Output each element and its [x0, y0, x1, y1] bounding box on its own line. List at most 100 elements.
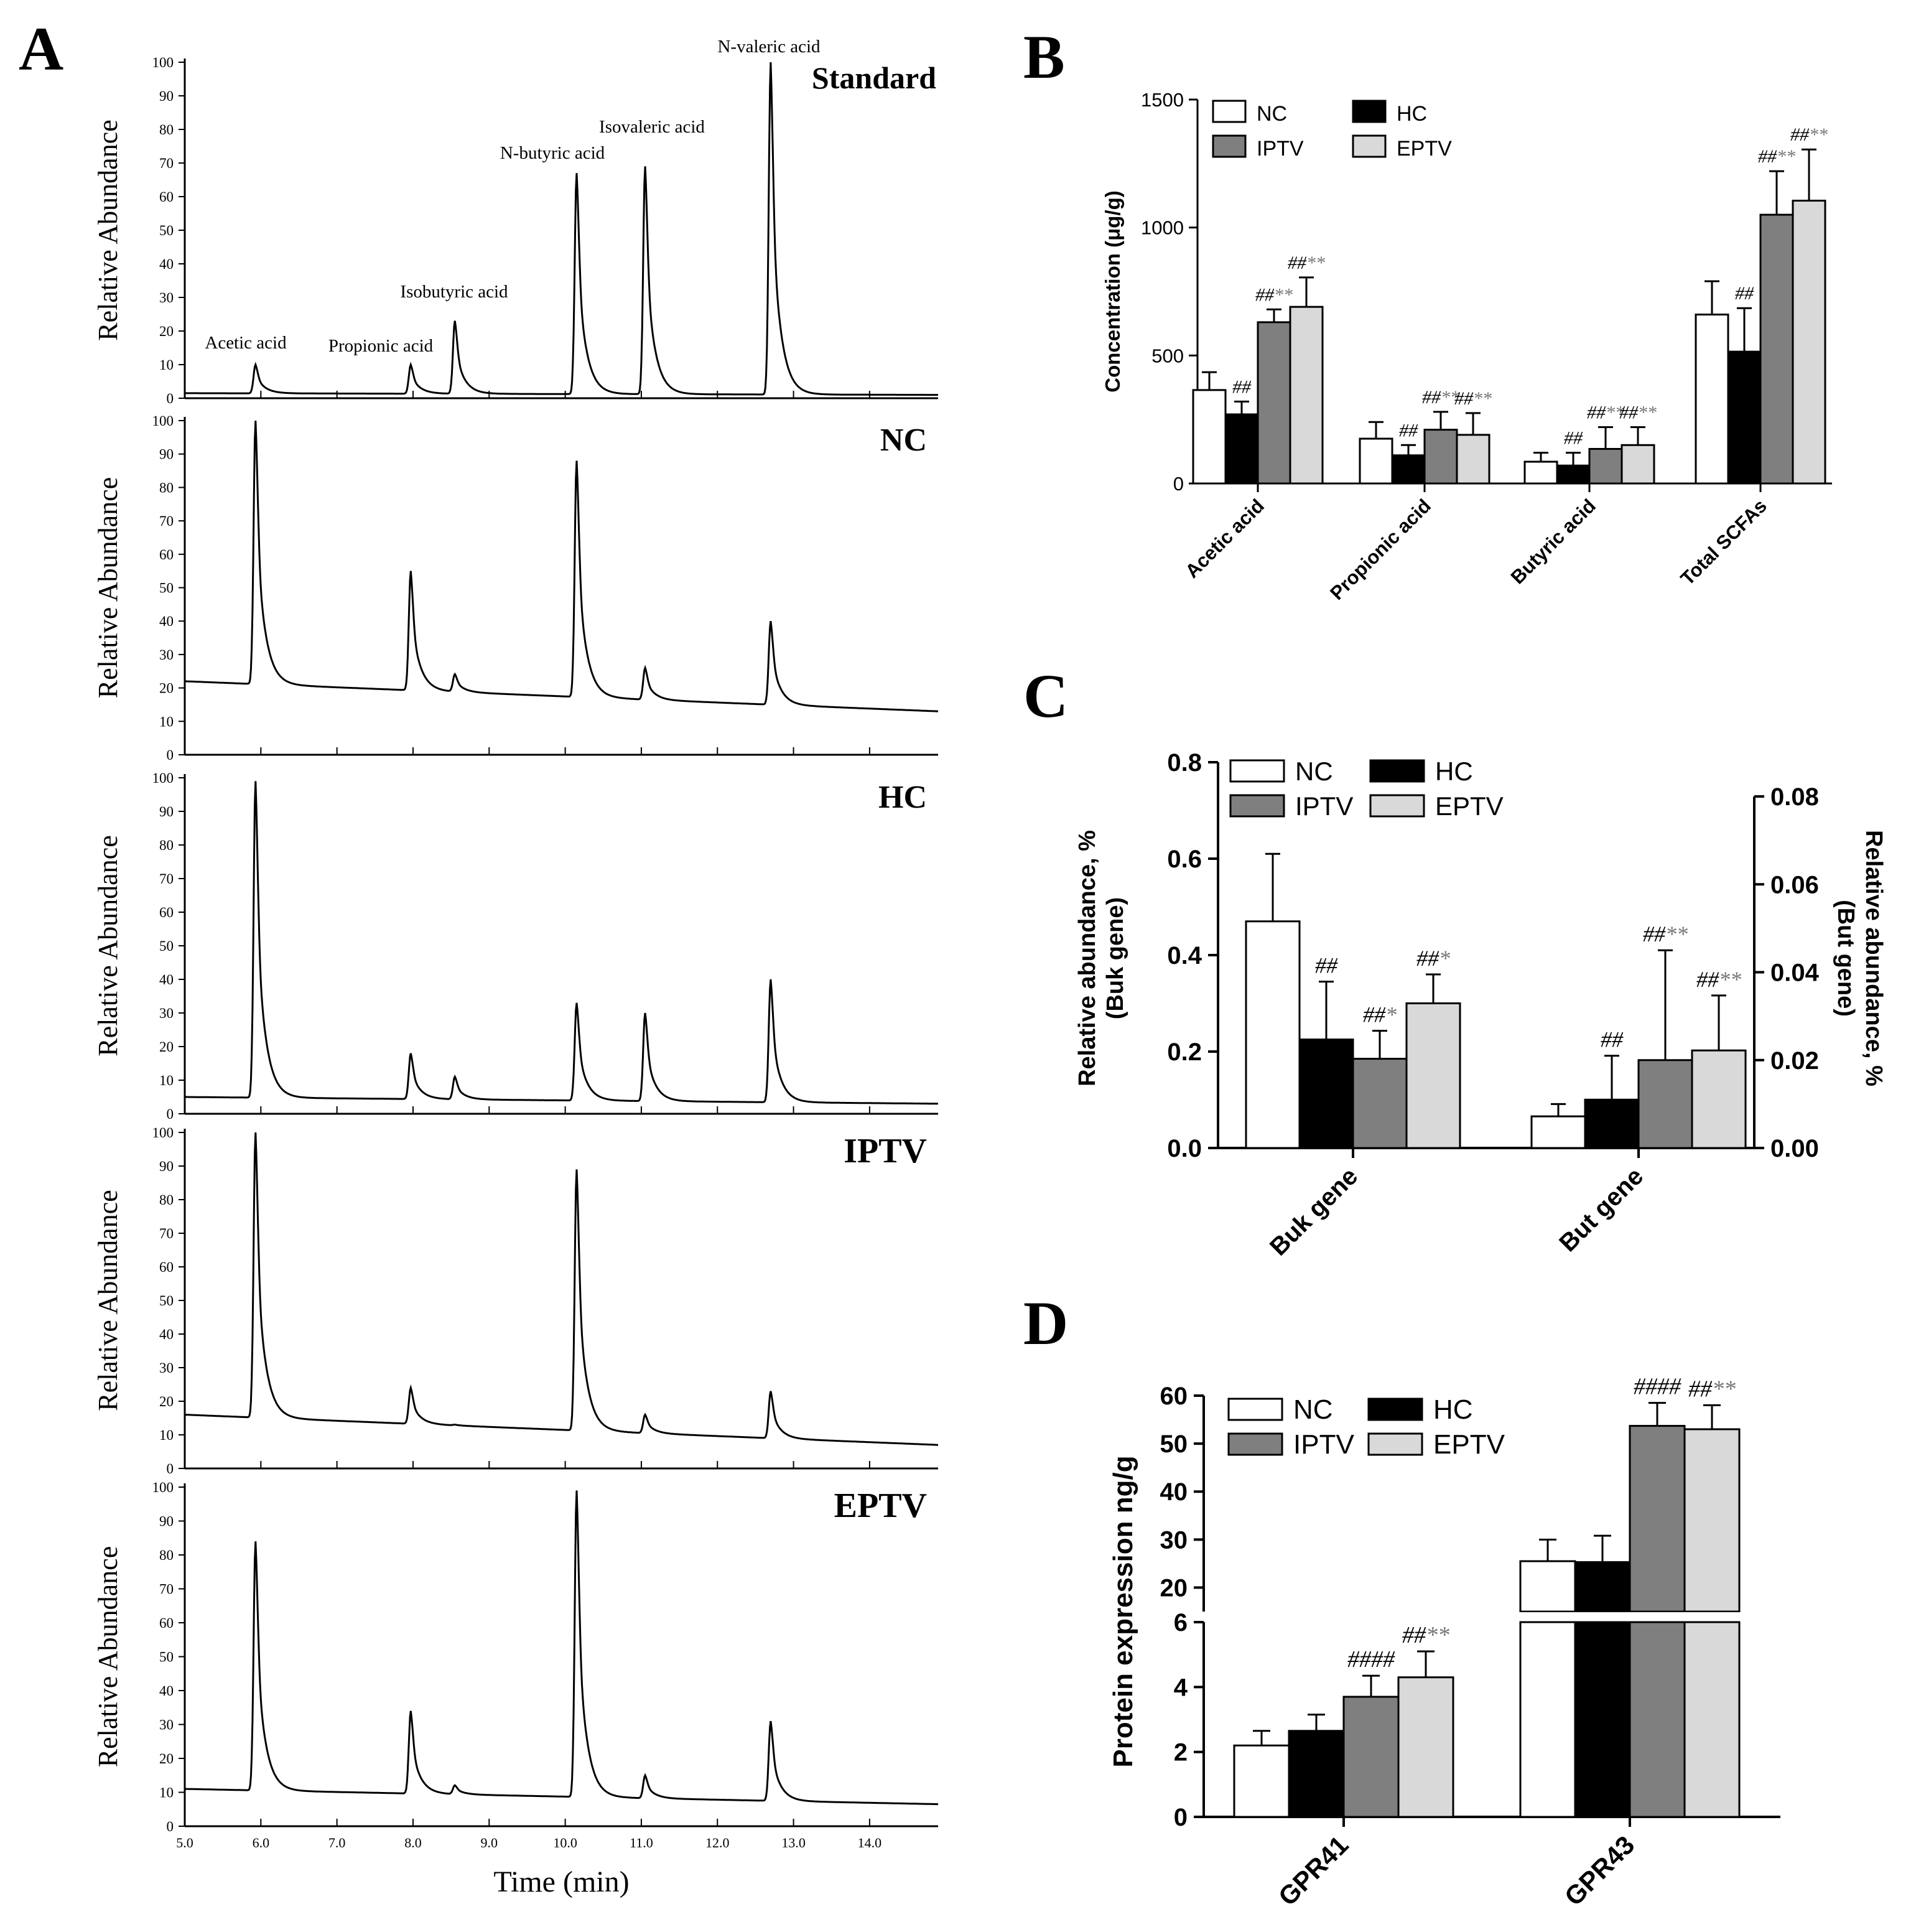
- bar-nc-but-gene: [1530, 1103, 1586, 1149]
- bar-eptv-buk-gene: ##*: [1405, 946, 1461, 1149]
- y-tick-label: 50: [159, 581, 174, 596]
- legend-item-hc: HC: [1352, 100, 1427, 126]
- y-tick-label: 100: [152, 1480, 174, 1495]
- x-tick-label: But gene: [1554, 1162, 1649, 1257]
- y-tick-label: 60: [159, 905, 174, 920]
- bar-rect-upper: [1629, 1425, 1686, 1613]
- legend-label: EPTV: [1397, 137, 1452, 161]
- legend-label: HC: [1397, 102, 1427, 126]
- y-tick-label: 80: [159, 480, 174, 495]
- bar-rect: [1792, 199, 1826, 485]
- peak-label-isobutyric-acid: Isobutyric acid: [400, 282, 508, 302]
- bar-hc-butyric-acid: ##: [1556, 428, 1591, 485]
- significance-mark: ##: [1601, 1027, 1624, 1052]
- legend-label: HC: [1435, 757, 1473, 786]
- y-axis-label: Relative Abundance: [93, 477, 123, 699]
- x-tick-label: 7.0: [328, 1835, 346, 1850]
- significance-mark: ##**: [1255, 284, 1293, 305]
- y-tick-label: 10: [159, 1073, 174, 1088]
- significance-mark: ####: [1347, 1646, 1395, 1673]
- y-tick-label-left: 0.4: [1167, 942, 1202, 969]
- bar-eptv-total-scfas: ##**: [1790, 124, 1828, 485]
- panel-letter-d: D: [1023, 1289, 1068, 1358]
- legend-label: NC: [1257, 102, 1287, 126]
- x-tick-label: 6.0: [253, 1835, 270, 1850]
- y-tick-label-right: 0.00: [1770, 1135, 1819, 1162]
- y-tick-label: 100: [152, 1125, 174, 1141]
- legend-label: IPTV: [1293, 1429, 1354, 1460]
- legend-swatch: [1227, 1398, 1283, 1421]
- panel-letter-a: A: [19, 14, 63, 83]
- y-tick-label: 50: [159, 938, 174, 954]
- y-tick-label: 0: [167, 1461, 174, 1477]
- y-tick-label: 100: [152, 413, 174, 429]
- y-tick-label: 40: [159, 1683, 174, 1699]
- bar-rect: [1530, 1115, 1586, 1149]
- chromatogram-nc: 0 10 20 30 40 50 60 70 80 90 100 Relative Abundance…: [93, 413, 939, 763]
- y-axis-label: Relative Abundance: [93, 1190, 123, 1411]
- bar-rect: [1584, 1098, 1640, 1149]
- legend-item-hc: HC: [1369, 757, 1473, 786]
- gene-abundance-chart: 0.0 0.2 0.4 0.6 0.8 0.00 0.02 0.04 0.06 0.08 Relat…: [1074, 749, 1887, 1261]
- y-tick-label: 80: [159, 122, 174, 138]
- bar-nc-total-scfas: [1695, 280, 1729, 485]
- y-tick-label: 1000: [1141, 217, 1184, 239]
- legend-item-nc: NC: [1229, 757, 1333, 786]
- bar-rect: [1233, 1744, 1290, 1818]
- bar-rect: [1224, 413, 1259, 485]
- significance-mark: ##**: [1288, 253, 1325, 273]
- significance-mark: ##**: [1696, 967, 1741, 992]
- bar-break-gap: [1682, 1612, 1742, 1621]
- y-tick-label: 80: [159, 1547, 174, 1563]
- legend-swatch: [1369, 759, 1425, 783]
- y-tick-label: 60: [159, 1615, 174, 1631]
- significance-mark: ##**: [1619, 403, 1657, 423]
- legend-swatch: [1212, 100, 1247, 123]
- bar-break-gap: [1573, 1612, 1632, 1621]
- chromatogram-iptv: 0 10 20 30 40 50 60 70 80 90 100 Relative Abundance…: [93, 1125, 938, 1477]
- bar-eptv-butyric-acid: ##**: [1619, 403, 1657, 485]
- y-tick-label: 20: [159, 1394, 174, 1409]
- y-tick-label: 20: [159, 1039, 174, 1055]
- y-tick-label-left: 0.0: [1167, 1135, 1202, 1162]
- legend-item-nc: NC: [1212, 100, 1287, 126]
- bar-hc-but-gene: ##: [1584, 1027, 1640, 1149]
- chromatogram-hc: 0 10 20 30 40 50 60 70 80 90 100 Relative Abundance…: [93, 770, 938, 1122]
- y-tick-label-upper: 40: [1160, 1478, 1188, 1506]
- bar-iptv-propionic-acid: ##**: [1422, 387, 1459, 485]
- y-tick-label-lower: 0: [1174, 1804, 1188, 1831]
- trace-name: EPTV: [834, 1486, 927, 1525]
- y-tick-label-right: 0.04: [1770, 959, 1820, 987]
- bar-rect: [1245, 920, 1301, 1149]
- y-tick-label: 40: [159, 256, 174, 272]
- trace-line: [185, 420, 939, 712]
- bar-eptv-acetic-acid: ##**: [1288, 253, 1325, 485]
- legend-item-nc: NC: [1227, 1394, 1333, 1425]
- y-axis-label-left: Relative abundance, %: [1074, 830, 1100, 1086]
- y-tick-label-left: 0.8: [1167, 749, 1202, 777]
- y-tick-label: 70: [159, 1582, 174, 1597]
- x-tick-label: Propionic acid: [1326, 495, 1435, 604]
- y-axis-label: Concentration (μg/g): [1101, 190, 1124, 393]
- bar-eptv-propionic-acid: ##**: [1454, 388, 1492, 485]
- bar-rect: [1523, 460, 1558, 485]
- x-tick-label: 9.0: [481, 1835, 498, 1850]
- y-tick-label: 10: [159, 1785, 174, 1801]
- significance-mark: ##: [1399, 420, 1418, 441]
- y-axis-sublabel-left: (Buk gene): [1102, 897, 1128, 1019]
- x-tick-label: 8.0: [404, 1835, 422, 1850]
- x-tick-label: 13.0: [781, 1835, 806, 1850]
- bar-rect: [1621, 444, 1655, 485]
- y-tick-label-right: 0.08: [1770, 783, 1819, 811]
- bar-rect-lower: [1629, 1621, 1686, 1818]
- bar-iptv-buk-gene: ##*: [1352, 1002, 1408, 1149]
- bar-rect-upper: [1574, 1561, 1631, 1613]
- bar-iptv-but-gene: ##**: [1637, 922, 1693, 1149]
- bar-break-gap: [1627, 1612, 1687, 1621]
- y-tick-label: 20: [159, 681, 174, 696]
- bar-rect: [1637, 1059, 1693, 1149]
- legend-label: EPTV: [1433, 1429, 1505, 1460]
- legend-item-eptv: EPTV: [1369, 791, 1504, 821]
- bar-nc-acetic-acid: [1192, 371, 1227, 485]
